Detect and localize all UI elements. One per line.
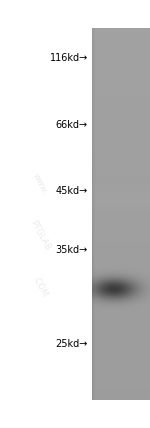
Text: 116kd→: 116kd→ <box>50 53 88 63</box>
Text: .COM: .COM <box>30 275 49 299</box>
Text: PTGLAB: PTGLAB <box>28 219 51 252</box>
Text: 35kd→: 35kd→ <box>56 245 88 256</box>
Text: 25kd→: 25kd→ <box>56 339 88 349</box>
Text: 66kd→: 66kd→ <box>56 120 88 131</box>
Text: 45kd→: 45kd→ <box>56 186 88 196</box>
Text: www.: www. <box>30 172 49 196</box>
